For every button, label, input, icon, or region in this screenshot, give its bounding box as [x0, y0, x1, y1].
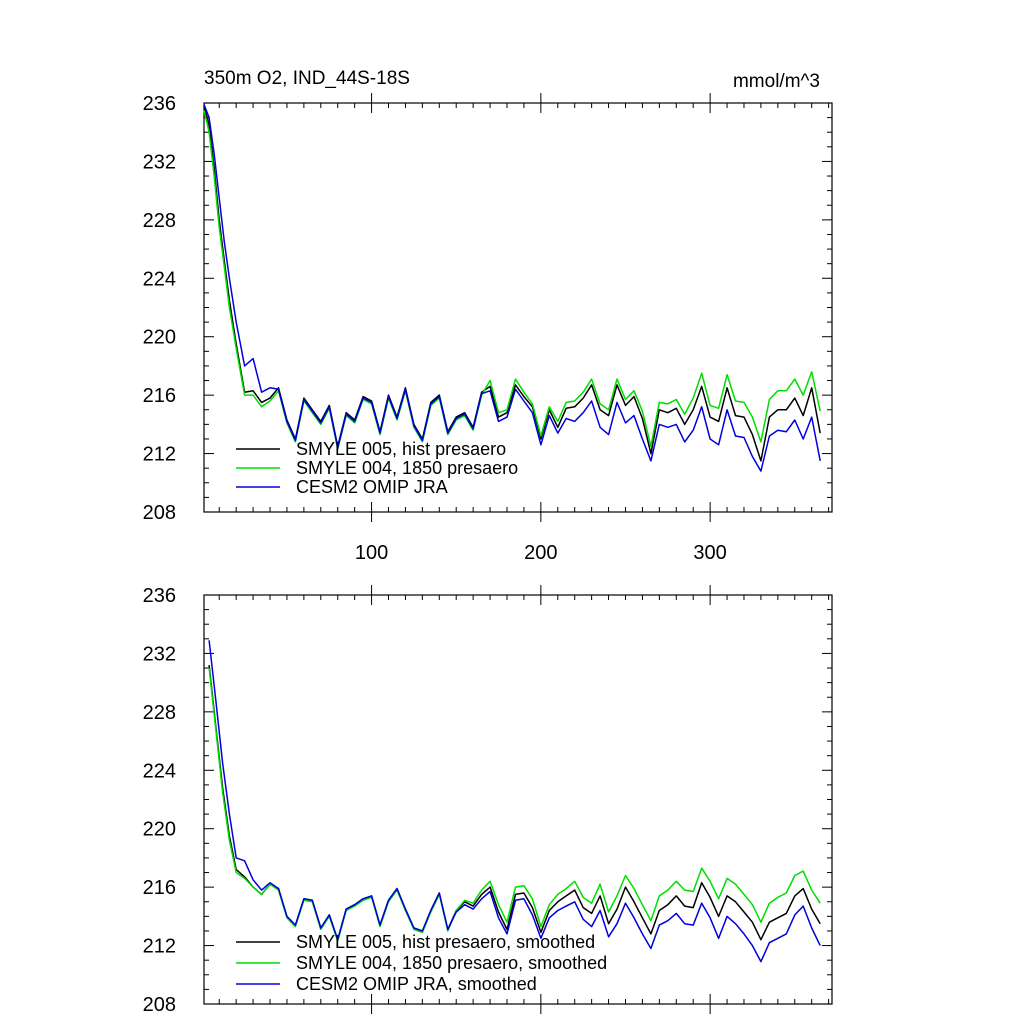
series-line: [208, 667, 821, 942]
bottom-panel-smoothed-series: 208 212 216 220 224 228 232 236 SMYLE 005, hist …: [143, 585, 833, 1016]
y-tick-label: 216: [143, 877, 176, 899]
series-line: [208, 640, 821, 963]
y-tick-label: 232: [143, 151, 176, 173]
chart-title: 350m O2, IND_44S-18S: [204, 68, 410, 89]
y-tick-label: 208: [143, 502, 176, 524]
y-tick-label: 232: [143, 643, 176, 665]
legend-label: SMYLE 005, hist presaero, smoothed: [296, 932, 595, 952]
series-line: [203, 104, 821, 472]
y-tick-label: 228: [143, 702, 176, 724]
y-tick-label: 236: [143, 93, 176, 115]
y-tick-label: 220: [143, 819, 176, 841]
series-line: [203, 105, 821, 462]
y-tick-label: 224: [143, 760, 176, 782]
y-tick-label: 216: [143, 385, 176, 407]
legend-label: SMYLE 004, 1850 presaero: [296, 458, 518, 478]
top-panel-raw-series: 350m O2, IND_44S-18S mmol/m^3 208 212 216 2…: [143, 68, 833, 564]
y-tick-label: 212: [143, 444, 176, 466]
legend-label: CESM2 OMIP JRA: [296, 477, 448, 497]
y-tick-label: 228: [143, 210, 176, 232]
x-tick-label: 300: [693, 542, 726, 564]
legend-label: CESM2 OMIP JRA, smoothed: [296, 974, 537, 994]
x-tick-label: 100: [355, 542, 388, 564]
legend-label: SMYLE 005, hist presaero: [296, 439, 506, 459]
y-tick-label: 236: [143, 585, 176, 607]
series-line: [208, 665, 821, 941]
x-tick-label: 200: [524, 542, 557, 564]
y-tick-label: 220: [143, 327, 176, 349]
y-tick-label: 212: [143, 936, 176, 958]
y-tick-label: 208: [143, 994, 176, 1016]
legend-label: SMYLE 004, 1850 presaero, smoothed: [296, 953, 607, 973]
units-label: mmol/m^3: [733, 71, 820, 92]
y-tick-label: 224: [143, 268, 176, 290]
